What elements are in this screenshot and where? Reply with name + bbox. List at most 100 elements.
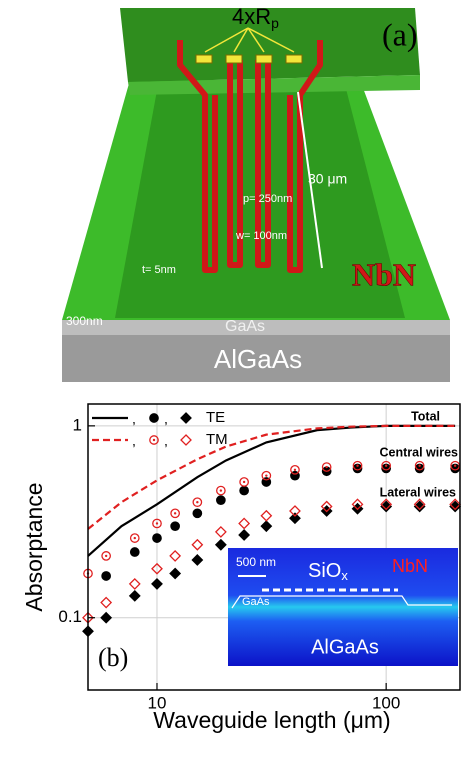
circle-dot <box>219 489 223 492</box>
circle-outline <box>381 460 392 471</box>
marker-circle <box>129 533 140 543</box>
marker-circle <box>414 460 425 471</box>
circle-outline <box>152 518 162 529</box>
device-schematic: 4xRp (a) 30 μm p= 250nm w= 100nm t= 5nm … <box>62 4 450 382</box>
circle-outline <box>101 571 111 581</box>
marker-diamond <box>289 505 301 517</box>
circle-outline <box>216 495 226 506</box>
resistor-arrows <box>204 27 295 53</box>
panel-label: (b) <box>98 643 128 672</box>
circle-outline <box>414 463 425 474</box>
pitch-label: p= 250nm <box>243 193 292 205</box>
arrow <box>247 27 295 53</box>
marker-diamond <box>449 498 462 511</box>
marker-diamond <box>214 538 227 551</box>
wire <box>227 60 243 268</box>
wire <box>287 40 323 273</box>
circle-outline <box>352 463 363 474</box>
width-label: w= 100nm <box>235 230 287 242</box>
marker-diamond <box>100 611 113 624</box>
circle-outline <box>149 435 159 445</box>
arrow <box>247 27 265 53</box>
subscript: x <box>341 568 348 583</box>
marker-circle <box>216 485 226 496</box>
resistor-label: 4xRp <box>232 4 279 31</box>
length-arrow <box>297 91 323 269</box>
marker-circle <box>381 463 392 474</box>
marker-diamond <box>238 529 251 541</box>
waveguide-material: GaAs <box>225 318 265 335</box>
curve-annotation: Central wires <box>379 445 458 459</box>
marker-diamond <box>260 520 273 533</box>
resistor <box>285 54 303 64</box>
circle-outline <box>290 464 300 475</box>
y-tick-label: 0.1 <box>58 607 82 626</box>
y-axis-title: Absorptance <box>21 482 47 611</box>
marker-diamond <box>169 567 182 580</box>
plot-data <box>82 424 462 638</box>
legend-label: TM <box>206 431 228 448</box>
wire-material: NbN <box>352 256 416 292</box>
circle-dot <box>356 464 359 467</box>
circle-outline <box>239 485 249 496</box>
inset-wire-label: NbN <box>392 556 428 576</box>
legend-separator: , <box>164 411 168 427</box>
circle-outline <box>129 533 140 543</box>
nanowires <box>177 40 323 273</box>
inset-substrate-label: AlGaAs <box>311 636 379 658</box>
circle-outline <box>352 460 363 471</box>
x-tick-label: 100 <box>372 693 400 712</box>
resistor <box>255 54 273 64</box>
circle-outline <box>321 462 332 472</box>
marker-diamond <box>191 538 204 551</box>
marker-circle <box>149 413 159 423</box>
marker-circle <box>261 470 272 481</box>
label: SiO <box>308 560 341 582</box>
circle-dot <box>155 522 159 525</box>
marker-circle <box>414 463 425 474</box>
thickness-label: t= 5nm <box>142 264 176 276</box>
label: 4xR <box>232 4 271 29</box>
marker-diamond <box>238 517 251 530</box>
curve-annotation: Lateral wires <box>380 485 456 499</box>
substrate-material: AlGaAs <box>214 344 302 374</box>
circle-outline <box>101 551 111 561</box>
plot-frame <box>87 403 461 691</box>
legend-separator: , <box>132 433 136 449</box>
circle-dot <box>152 438 156 442</box>
marker-diamond <box>180 434 192 446</box>
marker-circle <box>170 508 180 519</box>
wire <box>177 40 218 273</box>
curve-annotation: Total <box>411 409 440 423</box>
contact-block <box>120 8 420 82</box>
circle-outline <box>239 477 249 487</box>
marker-circle <box>321 462 332 472</box>
legend-separator: , <box>164 433 168 449</box>
inset-image <box>228 548 458 666</box>
marker-circle <box>152 533 162 543</box>
marker-diamond <box>128 578 141 590</box>
marker-circle <box>101 551 111 561</box>
circle-dot <box>104 554 108 558</box>
marker-circle <box>239 477 249 487</box>
circle-outline <box>152 533 162 543</box>
circle-dot <box>293 468 297 472</box>
y-tick-label: 1 <box>73 415 82 434</box>
marker-circle <box>192 508 203 519</box>
circle-outline <box>414 460 425 471</box>
marker-diamond <box>380 500 393 513</box>
marker-circle <box>352 463 363 474</box>
resistor <box>225 54 243 64</box>
circle-dot <box>265 474 268 477</box>
circle-outline <box>192 508 203 519</box>
scale-bar-label: 500 nm <box>236 555 276 569</box>
inset: 500 nm SiOx NbN GaAs AlGaAs <box>228 548 458 666</box>
circle-outline <box>170 508 180 519</box>
series-line <box>87 424 456 530</box>
arrow <box>204 27 249 53</box>
legend-separator: , <box>132 411 136 427</box>
arrow <box>233 27 249 53</box>
circle-outline <box>192 497 203 508</box>
